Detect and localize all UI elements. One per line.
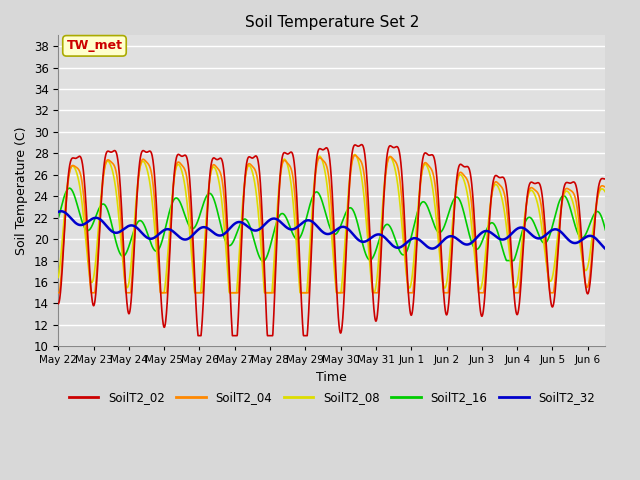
SoilT2_16 — [414, 207, 422, 213]
SoilT2_08 — [351, 152, 358, 157]
SoilT2_08 — [54, 275, 62, 280]
SoilT2_02 — [194, 333, 202, 338]
SoilT2_08 — [86, 277, 94, 283]
SoilT2_02 — [54, 301, 62, 307]
Text: TW_met: TW_met — [67, 39, 122, 52]
SoilT2_16 — [54, 216, 62, 221]
SoilT2_04 — [582, 284, 590, 290]
SoilT2_02 — [335, 323, 343, 328]
Line: SoilT2_16: SoilT2_16 — [58, 188, 605, 261]
SoilT2_32 — [414, 236, 422, 242]
SoilT2_04 — [86, 284, 94, 290]
X-axis label: Time: Time — [316, 371, 348, 384]
Line: SoilT2_04: SoilT2_04 — [58, 156, 605, 293]
SoilT2_16 — [397, 251, 405, 257]
SoilT2_16 — [258, 258, 266, 264]
SoilT2_16 — [518, 230, 525, 236]
SoilT2_02 — [397, 165, 405, 171]
Line: SoilT2_02: SoilT2_02 — [58, 144, 605, 336]
SoilT2_02 — [358, 142, 365, 147]
Y-axis label: Soil Temperature (C): Soil Temperature (C) — [15, 127, 28, 255]
SoilT2_32 — [518, 225, 525, 230]
SoilT2_04 — [414, 217, 422, 223]
SoilT2_16 — [583, 229, 591, 235]
SoilT2_08 — [518, 242, 525, 248]
SoilT2_04 — [602, 184, 609, 190]
SoilT2_04 — [351, 153, 359, 158]
SoilT2_08 — [414, 203, 422, 209]
SoilT2_32 — [582, 234, 590, 240]
SoilT2_16 — [602, 227, 609, 233]
SoilT2_04 — [518, 261, 525, 267]
Legend: SoilT2_02, SoilT2_04, SoilT2_08, SoilT2_16, SoilT2_32: SoilT2_02, SoilT2_04, SoilT2_08, SoilT2_… — [64, 386, 600, 409]
SoilT2_02 — [518, 269, 525, 275]
SoilT2_32 — [54, 209, 62, 215]
SoilT2_32 — [397, 244, 405, 250]
SoilT2_02 — [583, 289, 591, 295]
SoilT2_08 — [397, 216, 405, 222]
Line: SoilT2_08: SoilT2_08 — [58, 155, 605, 293]
Title: Soil Temperature Set 2: Soil Temperature Set 2 — [244, 15, 419, 30]
SoilT2_32 — [58, 208, 65, 214]
SoilT2_08 — [335, 290, 343, 296]
SoilT2_32 — [602, 246, 609, 252]
SoilT2_32 — [335, 225, 343, 231]
SoilT2_16 — [87, 226, 95, 231]
SoilT2_02 — [602, 176, 609, 182]
SoilT2_08 — [583, 267, 591, 273]
SoilT2_04 — [54, 290, 62, 296]
SoilT2_16 — [65, 185, 73, 191]
Line: SoilT2_32: SoilT2_32 — [58, 211, 605, 249]
SoilT2_08 — [602, 189, 609, 195]
SoilT2_04 — [335, 290, 342, 296]
SoilT2_32 — [87, 217, 95, 223]
SoilT2_04 — [397, 188, 405, 194]
SoilT2_02 — [414, 217, 422, 223]
SoilT2_02 — [86, 278, 94, 284]
SoilT2_16 — [335, 226, 343, 232]
SoilT2_08 — [157, 290, 165, 296]
